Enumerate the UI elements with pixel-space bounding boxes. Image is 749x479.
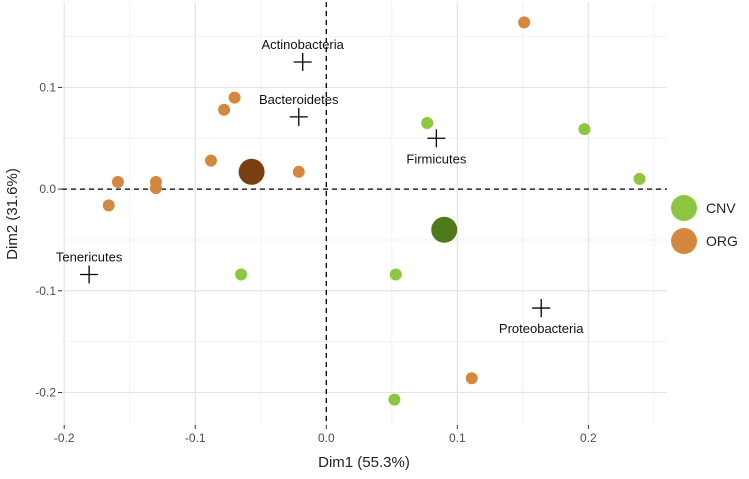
x-tick-label: 0.2 bbox=[580, 431, 597, 445]
point-org bbox=[111, 175, 124, 188]
taxa-markers: Actinobacteria Bacteroidetes Firmicutes Ten… bbox=[56, 37, 584, 336]
point-org bbox=[465, 372, 478, 385]
point-org bbox=[218, 103, 231, 116]
taxon-label-actinobacteria: Actinobacteria bbox=[262, 37, 345, 52]
x-tick-label: -0.1 bbox=[185, 431, 206, 445]
point-org bbox=[149, 182, 162, 195]
taxon-label-tenericutes: Tenericutes bbox=[56, 250, 123, 265]
y-tick-label: -0.1 bbox=[35, 284, 56, 298]
point-cnv bbox=[421, 117, 434, 130]
point-org bbox=[518, 16, 531, 29]
point-cnv bbox=[235, 268, 248, 281]
grid bbox=[62, 2, 667, 425]
x-tick-label: 0.1 bbox=[449, 431, 466, 445]
point-cnv bbox=[389, 268, 402, 281]
point-org bbox=[292, 165, 305, 178]
point-org bbox=[204, 154, 217, 167]
centroid-org bbox=[238, 158, 265, 185]
legend-label-cnv: CNV bbox=[706, 200, 736, 216]
legend-key-org bbox=[671, 228, 697, 254]
reference-lines bbox=[62, 2, 667, 425]
x-axis-label: Dim1 (55.3%) bbox=[318, 454, 410, 471]
point-cnv bbox=[633, 172, 646, 185]
legend: CNV ORG bbox=[671, 195, 738, 254]
taxon-label-firmicutes: Firmicutes bbox=[406, 151, 466, 166]
y-tick-label: -0.2 bbox=[35, 385, 56, 399]
legend-label-org: ORG bbox=[706, 233, 738, 249]
taxon-label-bacteroidetes: Bacteroidetes bbox=[259, 92, 339, 107]
point-org bbox=[102, 199, 115, 212]
x-tick-label: -0.2 bbox=[54, 431, 75, 445]
centroid-cnv bbox=[431, 216, 458, 243]
point-org bbox=[228, 91, 241, 104]
x-tick-label: 0.0 bbox=[318, 431, 335, 445]
points bbox=[102, 16, 646, 406]
y-tick-label: 0.1 bbox=[39, 80, 56, 94]
taxon-label-proteobacteria: Proteobacteria bbox=[499, 321, 584, 336]
y-tick-label: 0.0 bbox=[39, 182, 56, 196]
legend-key-cnv bbox=[671, 195, 697, 221]
y-axis-label: Dim2 (31.6%) bbox=[4, 168, 21, 260]
point-cnv bbox=[388, 393, 401, 406]
axes: -0.2 -0.1 0.0 0.1 0.2 -0.2 -0.1 0.0 0.1 bbox=[35, 80, 597, 445]
point-cnv bbox=[578, 123, 591, 136]
